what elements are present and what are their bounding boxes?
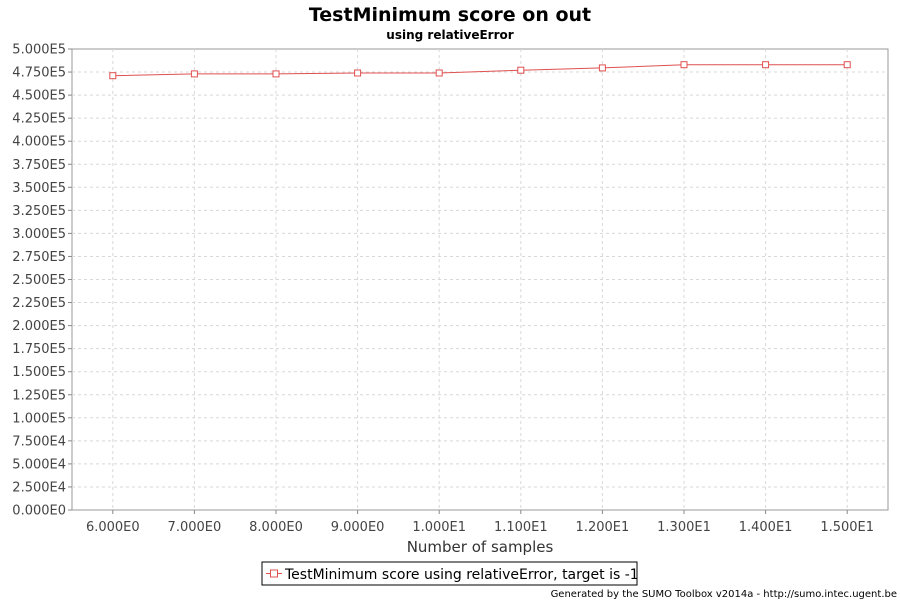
x-tick-label: 7.000E0 — [168, 520, 222, 535]
y-axis-ticks: 0.000E0 2.500E4 5.000E4 7.500E4 1.000E5 1.250… — [12, 43, 72, 519]
y-tick-label: 1.750E5 — [12, 342, 66, 357]
footer-credit: Generated by the SUMO Toolbox v2014a - h… — [551, 589, 897, 600]
data-point — [190, 70, 198, 78]
grid-lines — [72, 49, 888, 510]
x-tick-label: 1.100E1 — [494, 520, 548, 535]
y-tick-label: 3.250E5 — [12, 204, 66, 219]
y-tick-label: 0.000E0 — [12, 504, 66, 519]
y-tick-label: 2.500E4 — [12, 480, 66, 495]
series-layer — [109, 61, 851, 80]
x-tick-label: 1.000E1 — [412, 520, 466, 535]
data-point — [435, 69, 443, 77]
x-axis-ticks: 6.000E0 7.000E0 8.000E0 9.000E0 1.000E1 1.100… — [86, 510, 874, 535]
x-tick-label: 1.200E1 — [576, 520, 630, 535]
y-tick-label: 5.000E4 — [12, 457, 66, 472]
y-tick-label: 4.000E5 — [12, 135, 66, 150]
x-tick-label: 1.500E1 — [820, 520, 874, 535]
chart-subtitle: using relativeError — [386, 28, 513, 42]
y-tick-label: 2.750E5 — [12, 250, 66, 265]
x-tick-label: 6.000E0 — [86, 520, 140, 535]
y-tick-label: 2.500E5 — [12, 273, 66, 288]
x-tick-label: 1.400E1 — [739, 520, 793, 535]
y-tick-label: 1.250E5 — [12, 388, 66, 403]
legend-box — [261, 561, 638, 586]
data-point — [354, 69, 362, 77]
x-tick-label: 9.000E0 — [331, 520, 385, 535]
y-tick-label: 3.750E5 — [12, 158, 66, 173]
data-point — [762, 61, 770, 69]
y-tick-label: 2.000E5 — [12, 319, 66, 334]
x-axis-label: Number of samples — [407, 538, 554, 556]
data-point — [272, 70, 280, 78]
data-point — [680, 61, 688, 69]
series-line — [112, 64, 848, 77]
y-tick-label: 1.000E5 — [12, 411, 66, 426]
data-point — [843, 61, 851, 69]
y-tick-label: 2.250E5 — [12, 296, 66, 311]
y-tick-label: 3.500E5 — [12, 181, 66, 196]
chart-title: TestMinimum score on out — [309, 4, 591, 26]
y-tick-label: 4.500E5 — [12, 89, 66, 104]
legend: TestMinimum score using relativeError, t… — [261, 561, 639, 586]
x-tick-label: 1.300E1 — [657, 520, 711, 535]
y-tick-label: 5.000E5 — [12, 43, 66, 58]
x-tick-label: 8.000E0 — [249, 520, 303, 535]
y-tick-label: 3.000E5 — [12, 227, 66, 242]
y-tick-label: 7.500E4 — [12, 434, 66, 449]
data-point — [598, 64, 606, 72]
data-point — [517, 66, 525, 74]
y-tick-label: 1.500E5 — [12, 365, 66, 380]
y-tick-label: 4.750E5 — [12, 66, 66, 81]
legend-marker — [270, 569, 278, 578]
data-point — [109, 72, 117, 80]
legend-label: TestMinimum score using relativeError, t… — [284, 567, 639, 583]
y-tick-label: 4.250E5 — [12, 112, 66, 127]
